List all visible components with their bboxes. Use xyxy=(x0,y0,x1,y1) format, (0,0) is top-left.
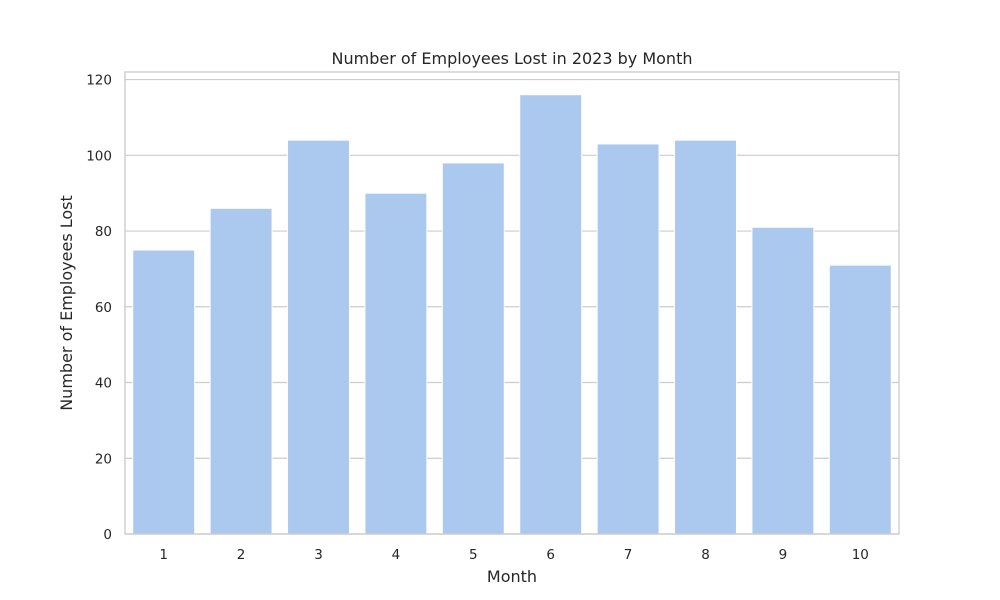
x-tick-label-2: 2 xyxy=(237,547,246,563)
bar-month-1 xyxy=(132,249,196,535)
x-tick-label-7: 7 xyxy=(624,547,633,563)
bar-month-4 xyxy=(364,192,428,535)
chart-title: Number of Employees Lost in 2023 by Mont… xyxy=(332,49,693,68)
x-tick-label-3: 3 xyxy=(314,547,323,563)
bar-month-6 xyxy=(519,94,583,535)
x-tick-label-5: 5 xyxy=(469,547,478,563)
x-axis-label: Month xyxy=(487,567,537,586)
x-tick-label-1: 1 xyxy=(159,547,168,563)
bar-month-10 xyxy=(828,264,892,535)
y-tick-label-0: 0 xyxy=(103,527,112,543)
y-tick-label-100: 100 xyxy=(86,148,112,164)
plot-frame xyxy=(124,71,900,535)
y-tick-label-120: 120 xyxy=(86,73,112,89)
y-tick-labels: 0 20 40 60 80 100 120 xyxy=(86,73,112,543)
bar-month-5 xyxy=(441,162,505,535)
x-tick-label-10: 10 xyxy=(852,547,869,563)
x-tick-label-9: 9 xyxy=(779,547,788,563)
y-axis-label: Number of Employees Lost xyxy=(57,195,76,411)
y-tick-label-60: 60 xyxy=(95,300,112,316)
x-tick-label-4: 4 xyxy=(392,547,401,563)
bar-month-9 xyxy=(751,226,815,535)
bar-layer xyxy=(132,94,892,535)
bar-month-3 xyxy=(287,139,350,535)
x-tick-label-6: 6 xyxy=(546,547,555,563)
bar-month-2 xyxy=(209,207,273,535)
bar-month-7 xyxy=(596,143,660,535)
x-tick-labels: 1 2 3 4 5 6 7 8 9 10 xyxy=(159,547,868,563)
bar-month-8 xyxy=(674,139,737,535)
y-tick-label-20: 20 xyxy=(95,451,112,467)
y-tick-label-80: 80 xyxy=(95,224,112,240)
x-tick-label-8: 8 xyxy=(701,547,710,563)
y-tick-label-40: 40 xyxy=(95,376,112,392)
